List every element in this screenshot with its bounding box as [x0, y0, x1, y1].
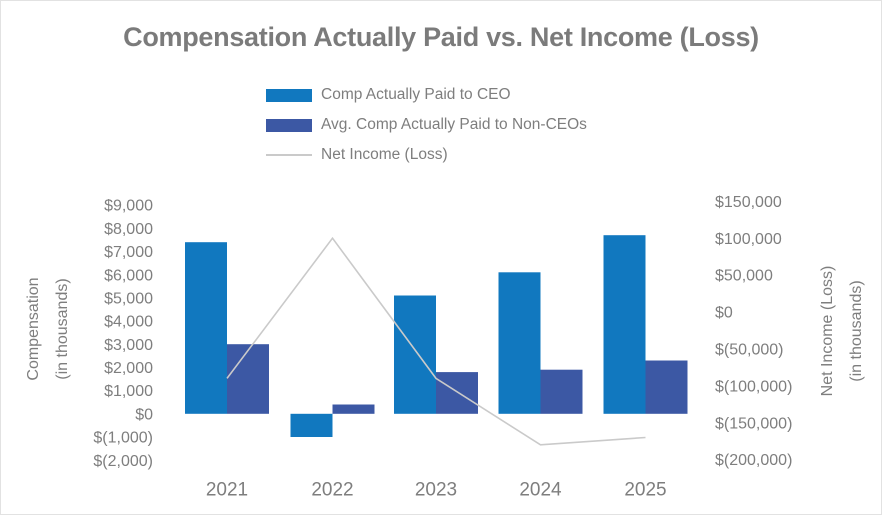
right-axis-tick-label: $50,000	[715, 268, 773, 285]
bar-2025	[603, 235, 646, 414]
nonceo-bar-swatch-icon	[266, 118, 312, 132]
legend: Comp Actually Paid to CEO Avg. Comp Actu…	[266, 85, 587, 165]
bar-2023	[394, 295, 436, 414]
x-axis-label-2025: 2025	[624, 480, 666, 501]
left-axis-tick-label: $3,000	[104, 337, 153, 354]
bar-2025	[645, 360, 688, 414]
bar-2022	[290, 413, 333, 437]
chart-plot-area: $9,000 $8,000 $7,000 $6,000 $5,000 $4,000 $3,0…	[93, 194, 792, 501]
bar-2024	[498, 272, 541, 414]
x-axis-label-2023: 2023	[415, 480, 457, 501]
left-axis-tick-label: $8,000	[104, 221, 153, 238]
legend-item-net-income: Net Income (Loss)	[266, 145, 587, 165]
right-axis-tick-label: $0	[715, 305, 733, 322]
ceo-bar-swatch-icon	[266, 88, 312, 102]
right-axis-tick-label: $(150,000)	[715, 415, 792, 432]
left-axis-tick-labels: $9,000 $8,000 $7,000 $6,000 $5,000 $4,000 $3,0…	[93, 198, 153, 470]
bar-2024	[540, 369, 583, 414]
legend-item-ceo-comp: Comp Actually Paid to CEO	[266, 85, 587, 105]
ceo-comp-bars	[185, 235, 646, 437]
right-axis-tick-label: $(200,000)	[715, 452, 792, 469]
left-axis-tick-label: $(1,000)	[93, 430, 153, 447]
left-axis-tick-label: $2,000	[104, 360, 153, 377]
bar-2021	[185, 242, 227, 414]
bar-2023	[436, 372, 478, 414]
left-axis-tick-label: $6,000	[104, 267, 153, 284]
bar-2021	[227, 344, 269, 414]
legend-label-net-income: Net Income (Loss)	[321, 146, 448, 163]
right-axis-tick-label: $100,000	[715, 231, 782, 248]
left-axis-tick-label: $9,000	[104, 198, 153, 215]
right-axis-tick-label: $(50,000)	[715, 342, 784, 359]
legend-item-nonceo-comp: Avg. Comp Actually Paid to Non-CEOs	[266, 115, 587, 135]
net-income-line	[226, 236, 646, 446]
left-axis-tick-label: $0	[135, 406, 153, 423]
x-axis-label-2022: 2022	[311, 480, 353, 501]
bar-2022	[332, 404, 375, 414]
legend-label-ceo-comp: Comp Actually Paid to CEO	[321, 86, 511, 103]
chart-title: Compensation Actually Paid vs. Net Incom…	[123, 22, 759, 52]
x-axis-label-2024: 2024	[519, 480, 562, 501]
nonceo-comp-bars	[227, 344, 688, 414]
left-axis-tick-label: $5,000	[104, 290, 153, 307]
right-axis-tick-labels: $150,000 $100,000 $50,000 $0 $(50,000) $(100,…	[715, 194, 792, 469]
left-axis-tick-label: $7,000	[104, 244, 153, 261]
x-axis-label-2021: 2021	[206, 480, 248, 501]
right-axis-tick-label: $150,000	[715, 194, 782, 211]
left-axis-tick-label: $4,000	[104, 314, 153, 331]
left-axis-tick-label: $1,000	[104, 383, 153, 400]
net-income-line-swatch-icon	[266, 154, 312, 156]
x-axis-labels: 2021 2022 2023 2024 2025	[206, 480, 667, 501]
left-axis-tick-label: $(2,000)	[93, 453, 153, 470]
right-axis-tick-label: $(100,000)	[715, 378, 792, 395]
legend-label-nonceo-comp: Avg. Comp Actually Paid to Non-CEOs	[321, 116, 587, 133]
